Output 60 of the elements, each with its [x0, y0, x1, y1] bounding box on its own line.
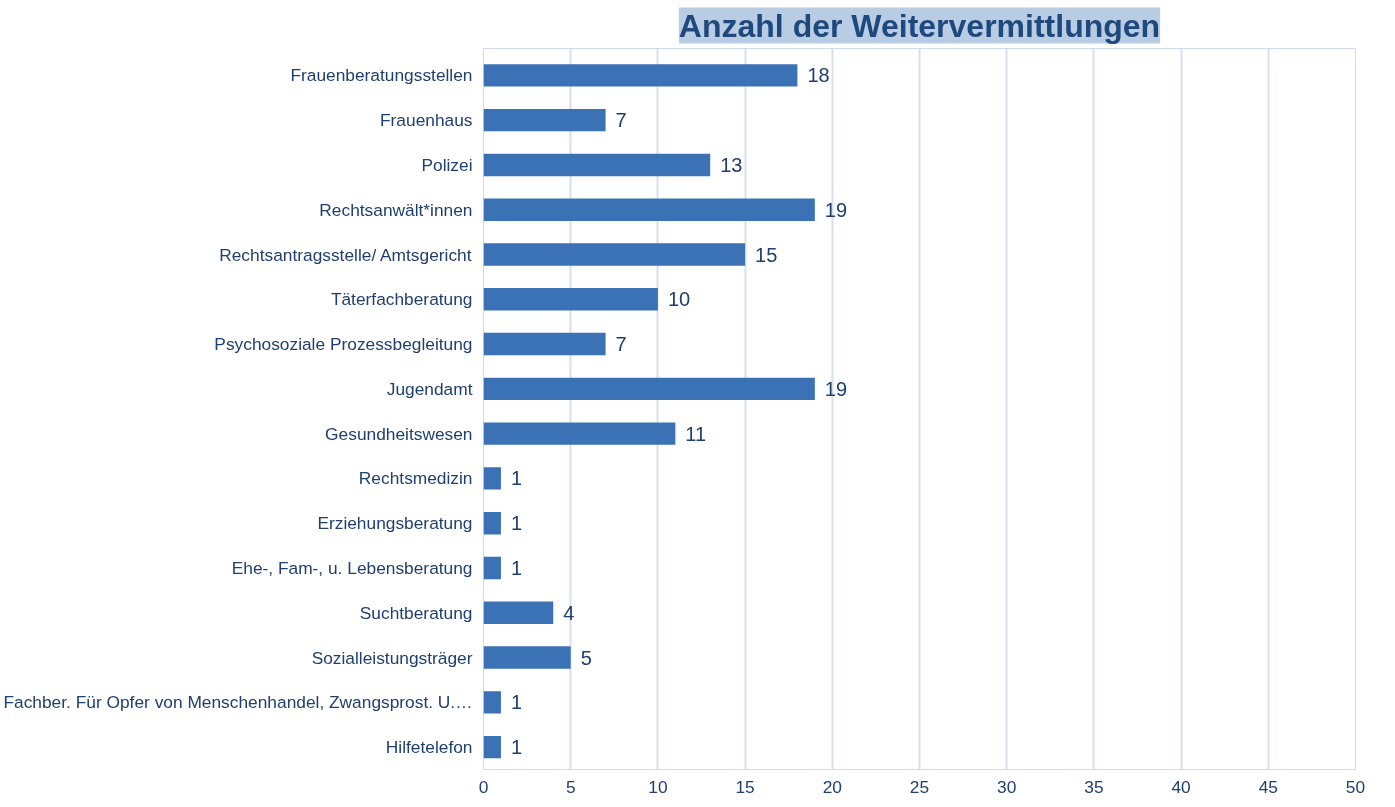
x-tick-label: 25: [909, 776, 930, 797]
data-label: 7: [615, 109, 627, 132]
y-tick-label: Frauenhaus: [380, 110, 473, 131]
x-tick-label: 15: [735, 776, 755, 797]
y-tick-label: Jugendamt: [386, 378, 473, 399]
bar: [483, 646, 571, 669]
x-tick-label: 30: [997, 776, 1017, 797]
chart-title: Anzahl der Weitervermittlungen: [678, 7, 1161, 44]
bar: [483, 198, 815, 221]
y-tick-label: Hilfetelefon: [385, 737, 473, 758]
data-label: 15: [755, 243, 778, 266]
data-label: 13: [720, 153, 743, 176]
data-label: 19: [824, 198, 848, 221]
bar: [483, 422, 676, 445]
y-tick-label: Täterfachberatung: [330, 289, 473, 310]
x-tick-label: 10: [648, 776, 668, 797]
data-label: 4: [563, 601, 575, 624]
data-label: 1: [510, 691, 523, 714]
bar: [483, 467, 501, 490]
y-tick-label: Polizei: [421, 154, 473, 175]
x-tick-label: 40: [1171, 776, 1191, 797]
x-tick-label: 50: [1345, 776, 1366, 797]
y-tick-label: Rechtsmedizin: [358, 468, 473, 489]
data-label: 18: [807, 64, 830, 87]
y-tick-label: Rechtsantragsstelle/ Amtsgericht: [219, 244, 472, 265]
data-label: 1: [510, 736, 523, 759]
data-label: 1: [510, 512, 523, 535]
x-tick-label: 20: [822, 776, 842, 797]
y-tick-label: Sozialleistungsträger: [311, 647, 473, 668]
y-tick-label: Psychosoziale Prozessbegleitung: [214, 334, 473, 355]
data-label: 1: [510, 556, 523, 579]
bar: [483, 377, 815, 401]
bar: [483, 735, 501, 759]
bar: [483, 153, 711, 177]
y-tick-label: Rechtsanwält*innen: [319, 199, 473, 220]
data-label: 1: [510, 467, 523, 490]
y-tick-label: Ehe-, Fam-, u. Lebensberatung: [231, 557, 473, 578]
y-tick-label: Frauenberatungsstellen: [290, 65, 473, 86]
bar: [483, 243, 746, 266]
x-tick-label: 35: [1084, 776, 1104, 797]
bar: [483, 332, 606, 356]
y-tick-label: Erziehungsberatung: [317, 513, 473, 534]
y-tick-label: Gesundheitswesen: [325, 423, 473, 444]
bar: [483, 108, 606, 132]
x-tick-label: 5: [565, 776, 576, 797]
data-label: 10: [667, 288, 691, 311]
bar: [483, 512, 501, 535]
data-label: 11: [685, 422, 707, 445]
bar: [483, 556, 501, 580]
bar: [483, 64, 798, 87]
data-label: 5: [580, 646, 592, 669]
data-label: 19: [824, 377, 848, 400]
y-tick-label: Suchtberatung: [359, 602, 473, 623]
y-tick-label: Fachber. Für Opfer von Menschenhandel, Zwangsprost. U.…: [3, 692, 473, 713]
x-tick-label: 0: [478, 776, 489, 797]
x-tick-label: 45: [1258, 776, 1278, 797]
bar: [483, 601, 554, 624]
bar: [483, 691, 501, 714]
data-label: 7: [615, 333, 627, 356]
bar: [483, 288, 658, 311]
